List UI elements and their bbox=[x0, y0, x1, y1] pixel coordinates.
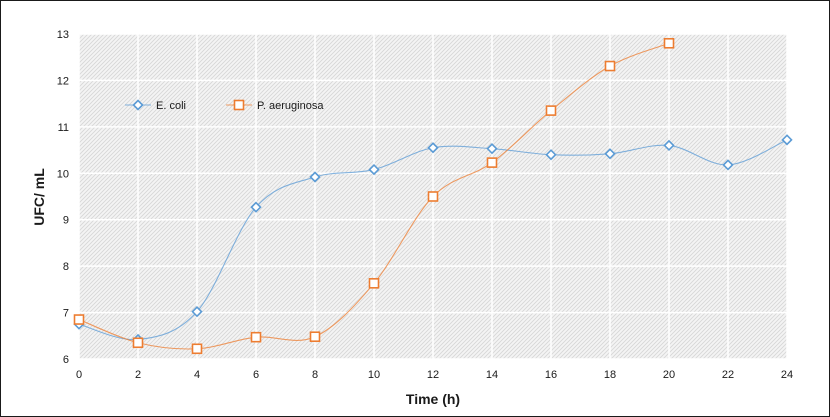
data-point-p-aeruginosa bbox=[191, 343, 203, 355]
x-tick-label: 8 bbox=[312, 369, 318, 381]
x-tick-label: 16 bbox=[545, 369, 557, 381]
x-tick-label: 24 bbox=[781, 369, 793, 381]
data-point-e-coli bbox=[191, 306, 203, 318]
y-tick-label: 6 bbox=[63, 354, 69, 366]
y-tick-label: 13 bbox=[57, 29, 69, 41]
data-point-e-coli bbox=[309, 171, 321, 183]
data-point-p-aeruginosa bbox=[250, 331, 262, 343]
x-axis-title: Time (h) bbox=[406, 391, 460, 407]
y-tick-label: 12 bbox=[57, 75, 69, 87]
x-tick-label: 6 bbox=[253, 369, 259, 381]
x-tick-label: 2 bbox=[135, 369, 141, 381]
series-line-p-aeruginosa bbox=[78, 42, 670, 350]
legend-label-e-coli: E. coli bbox=[156, 100, 186, 112]
x-tick-label: 22 bbox=[722, 369, 734, 381]
data-point-p-aeruginosa bbox=[73, 314, 85, 325]
data-point-e-coli bbox=[368, 163, 380, 176]
data-point-p-aeruginosa bbox=[132, 337, 144, 349]
data-point-e-coli bbox=[427, 142, 439, 154]
data-point-p-aeruginosa bbox=[427, 191, 439, 202]
data-point-p-aeruginosa bbox=[545, 105, 557, 116]
data-point-p-aeruginosa bbox=[368, 278, 380, 289]
data-point-p-aeruginosa bbox=[486, 157, 498, 168]
data-point-e-coli bbox=[722, 159, 734, 171]
data-point-p-aeruginosa bbox=[309, 331, 321, 343]
y-tick-label: 11 bbox=[58, 122, 69, 134]
data-point-p-aeruginosa bbox=[663, 37, 675, 49]
x-tick-label: 0 bbox=[76, 369, 82, 381]
x-tick-label: 4 bbox=[194, 369, 200, 381]
x-tick-label: 20 bbox=[663, 369, 675, 381]
y-tick-label: 9 bbox=[63, 215, 69, 227]
data-point-e-coli bbox=[545, 149, 557, 161]
data-point-e-coli bbox=[250, 201, 262, 213]
data-point-p-aeruginosa bbox=[604, 60, 616, 72]
data-point-e-coli bbox=[486, 143, 498, 155]
x-tick-label: 18 bbox=[604, 369, 616, 381]
y-tick-label: 10 bbox=[57, 168, 69, 180]
x-tick-label: 10 bbox=[368, 369, 380, 381]
data-point-e-coli bbox=[604, 148, 616, 160]
legend-label-p-aeruginosa: P. aeruginosa bbox=[257, 100, 324, 112]
x-tick-label: 12 bbox=[427, 369, 439, 381]
y-axis-title: UFC/ mL bbox=[31, 168, 47, 226]
y-tick-label: 8 bbox=[63, 261, 69, 273]
x-tick-label: 14 bbox=[486, 369, 498, 381]
data-point-e-coli bbox=[781, 134, 793, 146]
y-tick-label: 7 bbox=[63, 308, 69, 320]
legend-marker-e-coli bbox=[132, 99, 144, 111]
legend-marker-p-aeruginosa bbox=[233, 99, 245, 111]
data-point-e-coli bbox=[663, 139, 675, 152]
